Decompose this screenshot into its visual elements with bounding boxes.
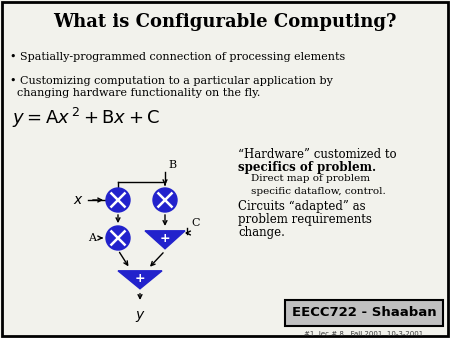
Text: What is Configurable Computing?: What is Configurable Computing? [53, 13, 397, 31]
Circle shape [106, 188, 130, 212]
Text: Direct map of problem: Direct map of problem [238, 174, 370, 183]
Text: • Customizing computation to a particular application by
  changing hardware fun: • Customizing computation to a particula… [10, 76, 333, 98]
Polygon shape [145, 231, 185, 249]
Text: Circuits “adapted” as: Circuits “adapted” as [238, 200, 365, 213]
Text: $y = \mathrm{A}x^{\,2} + \mathrm{B}x + \mathrm{C}$: $y = \mathrm{A}x^{\,2} + \mathrm{B}x + \… [12, 106, 160, 130]
Circle shape [106, 226, 130, 250]
Text: specifics of problem.: specifics of problem. [238, 161, 376, 174]
Polygon shape [118, 271, 162, 289]
Bar [285, 300, 443, 326]
Text: EECC722 - Shaaban: EECC722 - Shaaban [292, 307, 436, 319]
Text: +: + [135, 272, 145, 286]
Text: specific dataflow, control.: specific dataflow, control. [238, 187, 386, 196]
Text: problem requirements: problem requirements [238, 213, 372, 226]
Text: A: A [88, 233, 96, 243]
Text: C: C [191, 218, 199, 228]
Text: “Hardware” customized to: “Hardware” customized to [238, 148, 396, 161]
Text: $y$: $y$ [135, 309, 145, 324]
Text: #1  lec # 8   Fall 2001  10-3-2001: #1 lec # 8 Fall 2001 10-3-2001 [304, 331, 423, 337]
Text: • Spatially-programmed connection of processing elements: • Spatially-programmed connection of pro… [10, 52, 345, 62]
Text: change.: change. [238, 226, 285, 239]
Text: B: B [168, 160, 176, 170]
Text: $x$: $x$ [73, 193, 84, 207]
Circle shape [153, 188, 177, 212]
Text: +: + [160, 233, 170, 245]
